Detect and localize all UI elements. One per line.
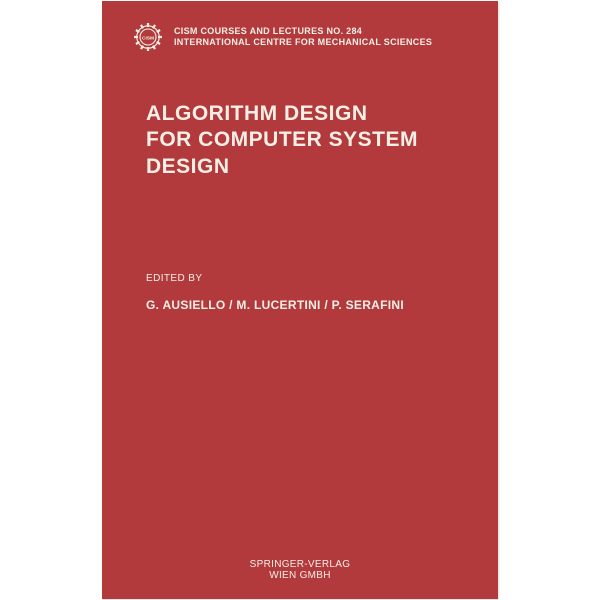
page: CISM CISM COURSES AND LECTURES NO. 284 I… — [0, 0, 600, 600]
book-title: ALGORITHM DESIGN FOR COMPUTER SYSTEM DES… — [146, 101, 468, 180]
edited-by-label: EDITED BY — [146, 273, 468, 284]
edited-by-block: EDITED BY G. AUSIELLO / M. LUCERTINI / P… — [146, 273, 468, 312]
publisher-line-2: WIEN GMBH — [102, 570, 498, 581]
publisher-line-1: SPRINGER-VERLAG — [102, 559, 498, 570]
series-text: CISM COURSES AND LECTURES NO. 284 INTERN… — [174, 26, 432, 49]
title-line-1: ALGORITHM DESIGN — [146, 101, 468, 127]
series-line-2: INTERNATIONAL CENTRE FOR MECHANICAL SCIE… — [174, 37, 432, 48]
title-block: ALGORITHM DESIGN FOR COMPUTER SYSTEM DES… — [146, 101, 468, 180]
title-line-3: DESIGN — [146, 154, 468, 180]
cism-gear-logo-icon: CISM — [132, 21, 164, 53]
cover-header: CISM CISM COURSES AND LECTURES NO. 284 I… — [132, 21, 468, 53]
title-line-2: FOR COMPUTER SYSTEM — [146, 127, 468, 153]
book-cover: CISM CISM COURSES AND LECTURES NO. 284 I… — [102, 1, 498, 599]
series-line-1: CISM COURSES AND LECTURES NO. 284 — [174, 26, 432, 37]
publisher-block: SPRINGER-VERLAG WIEN GMBH — [102, 559, 498, 581]
svg-text:CISM: CISM — [142, 35, 154, 41]
editors-list: G. AUSIELLO / M. LUCERTINI / P. SERAFINI — [146, 298, 468, 312]
